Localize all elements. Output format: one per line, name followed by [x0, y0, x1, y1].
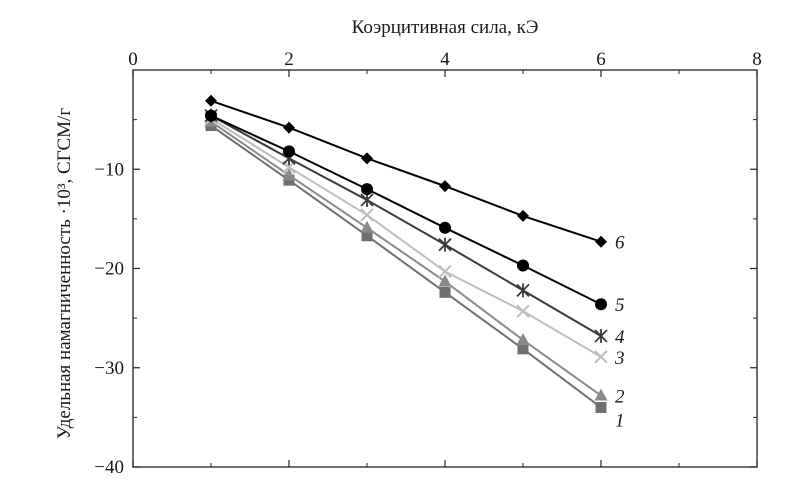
- data-point-triangle: [360, 220, 374, 233]
- axes: 0 2 4 6 8 −10 −20 −30 −40: [94, 49, 761, 478]
- data-point-circle: [595, 298, 607, 311]
- series-label: 5: [615, 295, 625, 316]
- data-point-triangle: [438, 274, 452, 287]
- data-point-square: [517, 343, 529, 355]
- x-tick-label: 8: [752, 49, 762, 70]
- series-label: 4: [615, 327, 625, 348]
- data-point-diamond: [283, 121, 295, 134]
- series-label: 6: [615, 233, 625, 254]
- data-point-asterisk: [438, 237, 452, 252]
- marker-stroke: [594, 350, 608, 364]
- x-tick-label: 4: [440, 49, 450, 70]
- data-point-triangle: [516, 332, 530, 345]
- marker-stroke: [516, 304, 530, 318]
- data-point-cross: [516, 304, 530, 318]
- data-point-square: [595, 401, 607, 413]
- data-point-square: [439, 286, 451, 298]
- data-point-asterisk: [594, 328, 608, 343]
- y-tick-label: −30: [94, 358, 124, 379]
- data-point-circle: [439, 221, 451, 234]
- data-point-diamond: [517, 209, 529, 222]
- series-line: [210, 114, 602, 337]
- series-3: 3: [204, 111, 625, 369]
- data-point-asterisk: [516, 283, 530, 298]
- data-point-diamond: [595, 235, 607, 248]
- y-tick-label: −20: [94, 259, 124, 280]
- series-label: 3: [614, 348, 625, 369]
- x-tick-label: 6: [596, 49, 606, 70]
- x-tick-label: 2: [284, 49, 294, 70]
- data-point-cross: [360, 208, 374, 222]
- plot-frame: [132, 69, 758, 468]
- series-label: 1: [615, 410, 625, 431]
- series-line: [210, 114, 602, 306]
- series-4: 4: [204, 108, 625, 348]
- data-point-square: [361, 230, 373, 242]
- x-axis-title: Коэрцитивная сила, кЭ: [352, 17, 539, 38]
- data-point-diamond: [205, 94, 217, 107]
- data-point-circle: [205, 109, 217, 122]
- data-point-circle: [283, 145, 295, 158]
- marker-stroke: [438, 264, 452, 279]
- data-point-cross: [594, 350, 608, 364]
- series-1: 1: [205, 120, 625, 431]
- data-point-triangle: [594, 388, 608, 401]
- data-point-diamond: [361, 152, 373, 165]
- y-tick-label: −10: [94, 159, 124, 180]
- series-label: 2: [615, 387, 625, 408]
- series-line: [210, 99, 602, 243]
- series-line: [210, 120, 602, 397]
- y-tick-label: −40: [94, 457, 124, 478]
- series-2: 2: [204, 114, 625, 408]
- data-point-circle: [517, 259, 529, 272]
- series-line: [210, 117, 602, 358]
- data-point-asterisk: [360, 193, 374, 208]
- data-point-cross: [438, 264, 452, 279]
- marker-stroke: [360, 208, 374, 222]
- x-tick-label: 0: [128, 49, 138, 70]
- data-point-diamond: [439, 180, 451, 193]
- series-line: [210, 124, 602, 409]
- data-point-circle: [361, 183, 373, 196]
- series-5: 5: [205, 109, 625, 316]
- data-point-triangle: [282, 168, 296, 181]
- series-6: 6: [205, 94, 625, 254]
- y-axis-title: Удельная намагниченность ·10³, СГСМ/г: [54, 108, 75, 439]
